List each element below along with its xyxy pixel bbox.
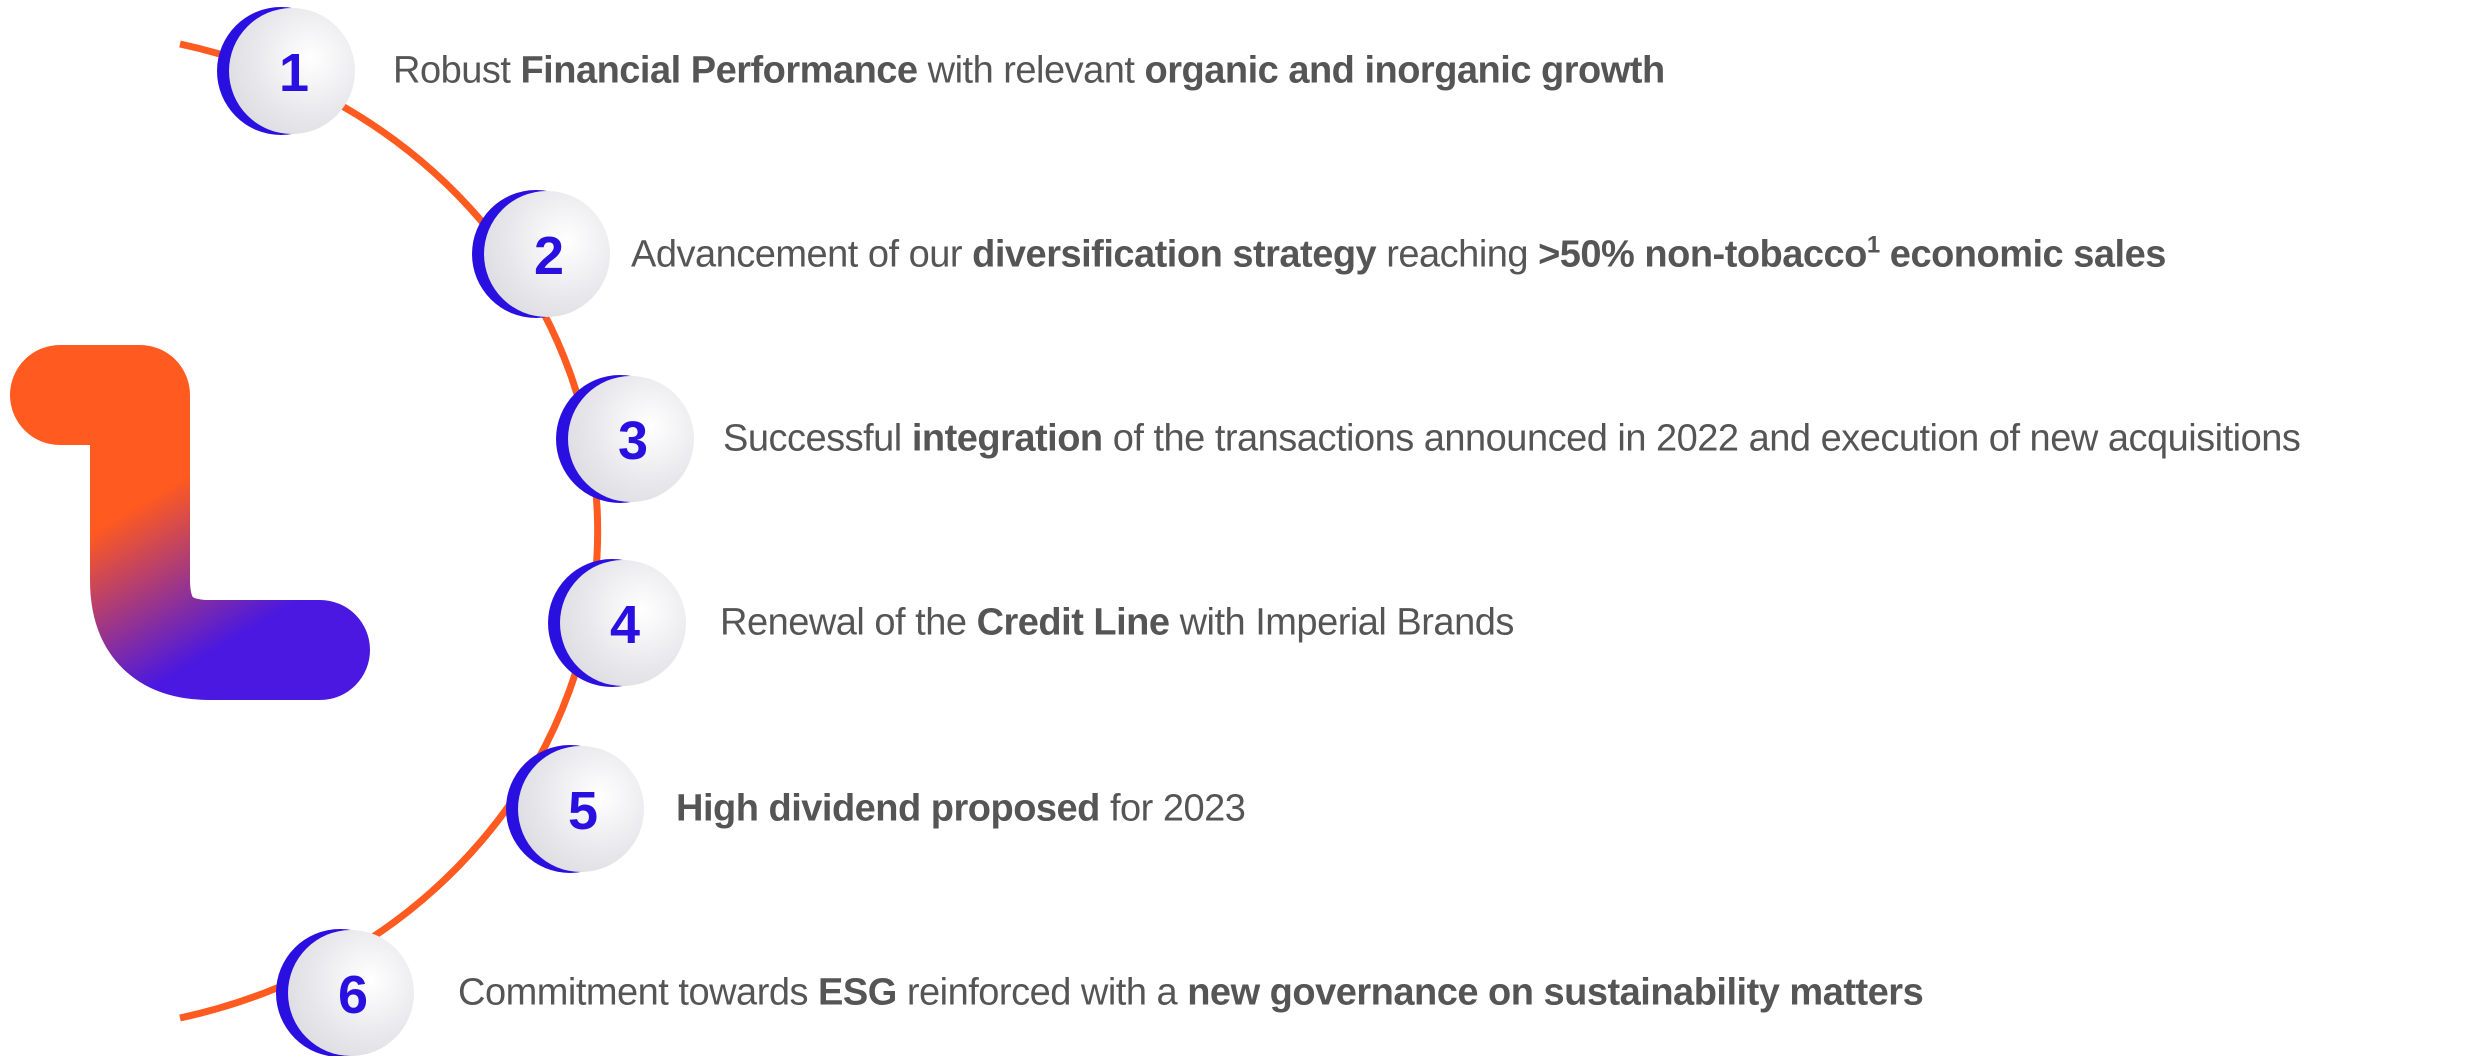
bold-text: diversification strategy: [972, 233, 1377, 276]
bold-text: integration: [911, 417, 1103, 460]
item-number: 6: [338, 965, 368, 1025]
item-text: Robust Financial Performance with releva…: [393, 50, 1665, 93]
text: with relevant: [917, 49, 1145, 92]
bold-text: ESG: [818, 971, 897, 1014]
bold-text: new governance on sustainability matters: [1187, 971, 1924, 1014]
bold-text: organic and inorganic growth: [1144, 49, 1666, 92]
disc: [484, 191, 610, 317]
text: with Imperial Brands: [1169, 601, 1515, 644]
item-text: Renewal of the Credit Line with Imperial…: [720, 602, 1514, 645]
disc: [288, 930, 414, 1056]
item-text: Successful integration of the transactio…: [723, 417, 2301, 461]
text: of the transactions announced in 2022 an…: [1102, 417, 2301, 460]
disc: [568, 376, 694, 502]
text: for 2023: [1099, 787, 1246, 830]
item-number: 1: [279, 43, 309, 103]
disc: [560, 560, 686, 686]
bold-text: Financial Performance: [520, 49, 918, 92]
text: Advancement of our: [631, 233, 973, 276]
item-number: 3: [618, 411, 648, 471]
bold-text: Credit Line: [976, 601, 1170, 644]
text: Commitment towards: [458, 971, 819, 1014]
bold-text: economic sales: [1879, 233, 2167, 276]
logo: [10, 345, 370, 700]
text: Successful: [723, 417, 912, 460]
discs: 1 2 3 4 5 6: [217, 7, 694, 1056]
disc: [229, 8, 355, 134]
item-number: 5: [568, 781, 598, 841]
text: Renewal of the: [720, 601, 977, 644]
text: Robust: [393, 49, 521, 92]
arc: [179, 40, 602, 1022]
text: reinforced with a: [896, 971, 1188, 1014]
bold-text: >50% non-tobacco: [1538, 233, 1867, 276]
disc: [518, 746, 644, 872]
item-text: Commitment towards ESG reinforced with a…: [458, 971, 1924, 1015]
footnote-mark: 1: [1866, 231, 1880, 259]
item-number: 2: [534, 226, 564, 286]
text: reaching: [1376, 233, 1539, 276]
bold-text: High dividend proposed: [676, 787, 1100, 830]
item-text: High dividend proposed for 2023: [676, 787, 1246, 831]
item-text: Advancement of our diversification strat…: [631, 232, 2166, 277]
item-number: 4: [610, 595, 640, 655]
